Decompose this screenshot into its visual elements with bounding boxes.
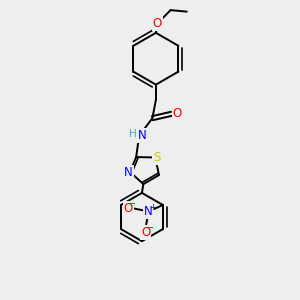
Text: O: O	[124, 202, 133, 215]
Text: O: O	[173, 107, 182, 120]
Text: H: H	[129, 129, 136, 140]
Text: S: S	[153, 151, 160, 164]
Text: +: +	[149, 203, 156, 212]
Text: O: O	[141, 226, 150, 239]
Text: N: N	[144, 205, 153, 218]
Text: −: −	[146, 223, 154, 233]
Text: N: N	[124, 166, 133, 178]
Text: −: −	[128, 199, 136, 209]
Text: O: O	[153, 17, 162, 30]
Text: N: N	[138, 129, 147, 142]
